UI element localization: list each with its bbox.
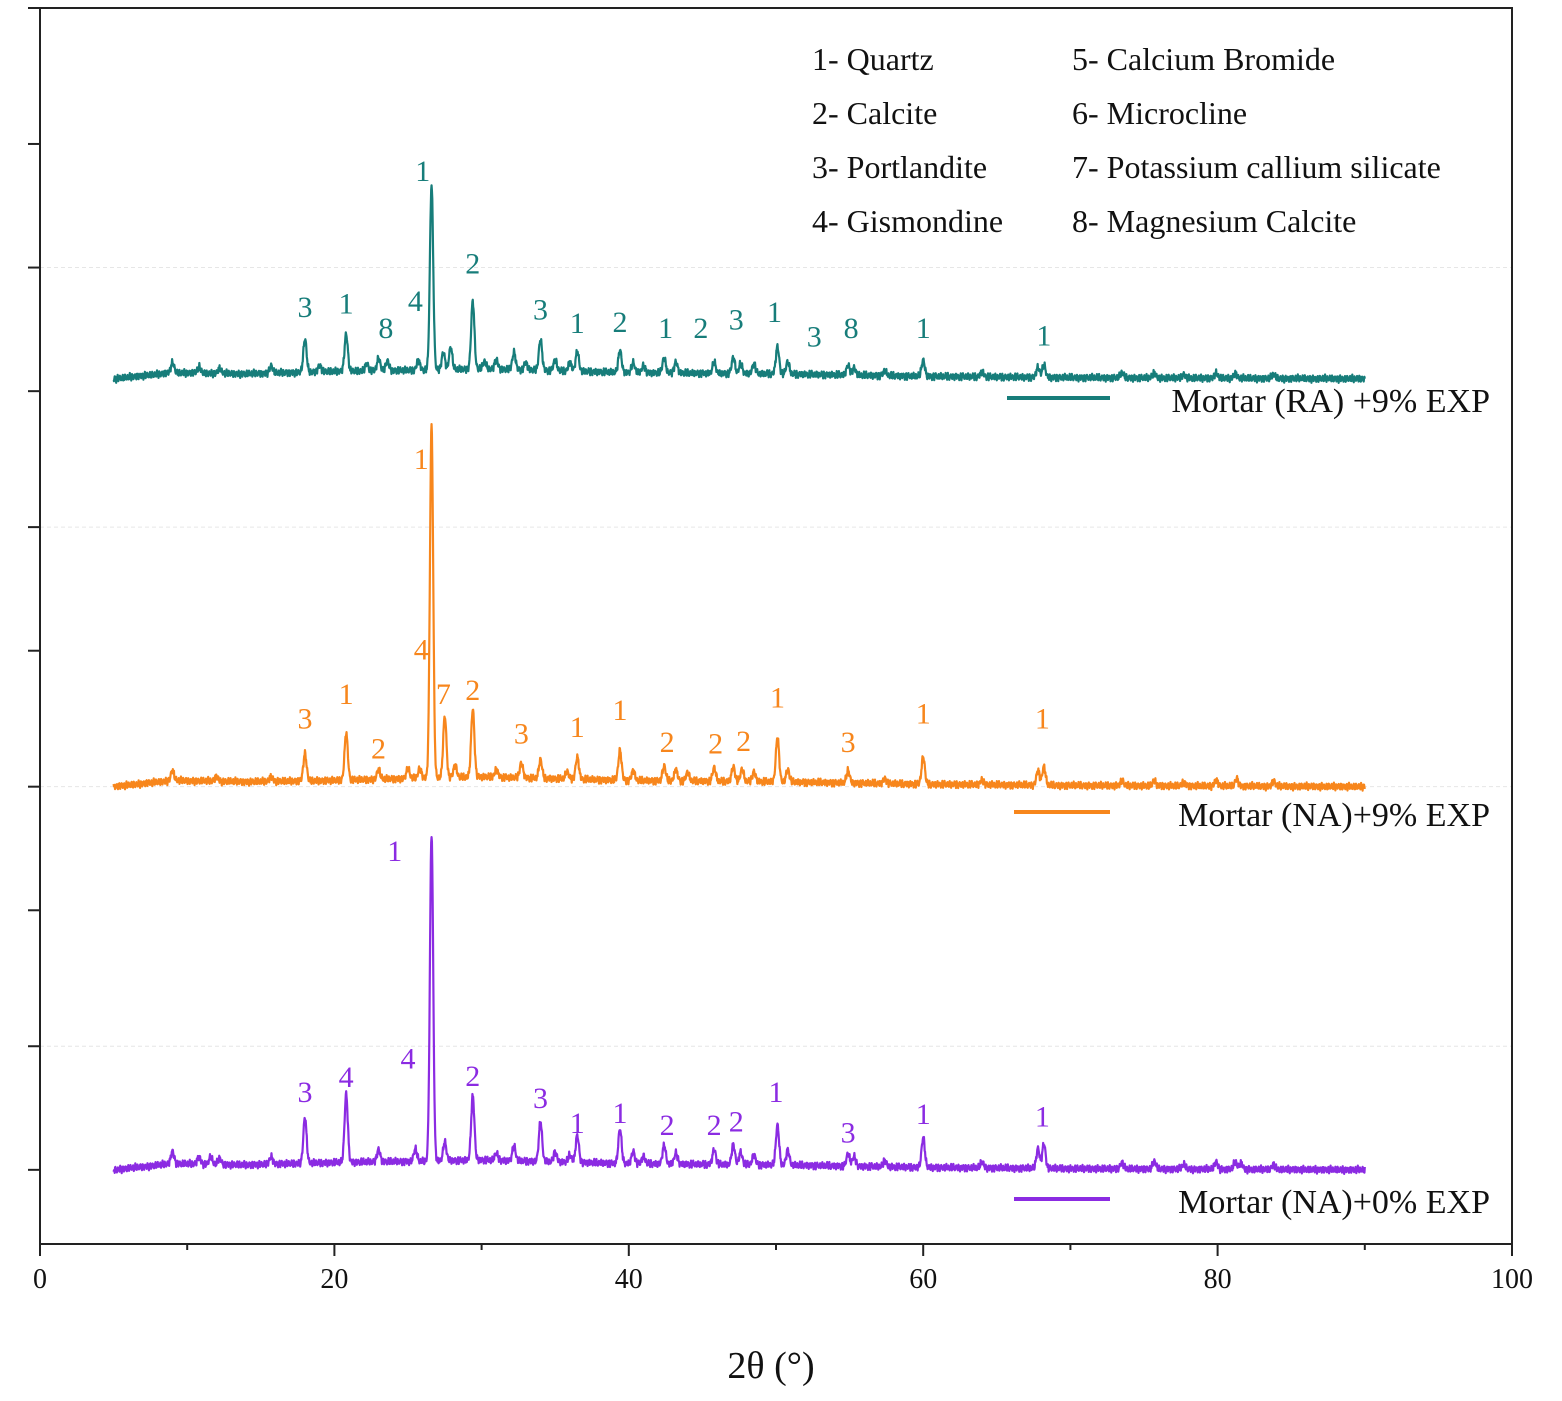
peak-label: 2	[371, 732, 386, 765]
peak-label: 4	[408, 285, 423, 318]
peak-label: 1	[339, 287, 354, 320]
x-tick-label: 80	[1204, 1264, 1232, 1295]
peak-label: 1	[1036, 319, 1051, 352]
peak-label: 1	[767, 296, 782, 329]
peak-label: 2	[693, 312, 708, 345]
x-tick-label: 0	[33, 1264, 47, 1295]
series-legend: Mortar (RA) +9% EXP Mortar (NA)+9% EXP Mor…	[1007, 383, 1490, 1221]
peak-label: 1	[612, 1097, 627, 1130]
peak-label: 1	[570, 711, 585, 744]
peak-label: 1	[916, 698, 931, 731]
peak-label: 8	[844, 312, 859, 345]
peak-label: 1	[339, 678, 354, 711]
peak-label: 3	[533, 1082, 548, 1115]
peak-label: 2	[660, 726, 675, 759]
peak-label: 3	[297, 1076, 312, 1109]
phase-legend-entry: 7- Potassium callium silicate	[1072, 149, 1441, 185]
series-legend-label: Mortar (NA)+9% EXP	[1178, 797, 1490, 834]
peak-label: 2	[707, 1109, 722, 1142]
phase-legend-entry: 4- Gismondine	[812, 203, 1003, 239]
peak-label: 3	[807, 321, 822, 354]
peak-label: 2	[736, 725, 751, 758]
x-tick-label: 20	[320, 1264, 348, 1295]
peak-label: 1	[570, 307, 585, 340]
peak-label: 2	[465, 1060, 480, 1093]
peak-label: 3	[297, 291, 312, 324]
series-line-1	[112, 184, 1366, 384]
phase-legend-entry: 8- Magnesium Calcite	[1072, 203, 1356, 239]
peak-label: 3	[729, 303, 744, 336]
phase-legend: 1- Quartz 2- Calcite 3- Portlandite 4- Gism…	[812, 41, 1441, 239]
phase-legend-entry: 2- Calcite	[812, 95, 937, 131]
peak-label: 1	[916, 1098, 931, 1131]
peak-label: 7	[436, 678, 451, 711]
phase-legend-entry: 1- Quartz	[812, 41, 934, 77]
peak-label: 8	[378, 312, 393, 345]
peak-label: 2	[708, 727, 723, 760]
peak-label: 1	[570, 1107, 585, 1140]
series-line-2	[112, 422, 1366, 792]
series-group	[112, 184, 1366, 1176]
series-legend-label: Mortar (RA) +9% EXP	[1171, 383, 1490, 420]
peak-label: 2	[465, 248, 480, 281]
peak-label: 3	[514, 717, 529, 750]
peak-label: 2	[660, 1109, 675, 1142]
x-tick-label: 100	[1491, 1264, 1533, 1295]
peak-label: 1	[658, 312, 673, 345]
peak-label: 4	[339, 1061, 354, 1094]
peak-label: 1	[916, 312, 931, 345]
peak-label: 3	[297, 703, 312, 736]
peak-label: 1	[770, 682, 785, 715]
x-axis-ticks: 0 20 40 60 80 100	[33, 1244, 1533, 1295]
x-axis-label: 2θ (°)	[727, 1345, 814, 1387]
peak-label: 1	[415, 155, 430, 188]
peak-label: 1	[1035, 1101, 1050, 1134]
phase-legend-entry: 5- Calcium Bromide	[1072, 41, 1335, 77]
peak-label: 1	[387, 835, 402, 868]
peak-label: 1	[769, 1076, 784, 1109]
peak-label: 4	[414, 633, 429, 666]
peak-label: 1	[612, 694, 627, 727]
series-legend-label: Mortar (NA)+0% EXP	[1178, 1184, 1490, 1221]
peak-label: 3	[841, 1117, 856, 1150]
phase-legend-entry: 3- Portlandite	[812, 149, 987, 185]
x-tick-label: 40	[615, 1264, 643, 1295]
y-axis-ticks	[28, 7, 40, 1171]
peak-label: 3	[533, 293, 548, 326]
peak-label: 4	[401, 1042, 416, 1075]
grid-lines	[40, 267, 1512, 1047]
peak-label: 2	[729, 1106, 744, 1139]
peak-label: 3	[841, 726, 856, 759]
peak-label: 1	[414, 443, 429, 476]
peak-label: 2	[465, 674, 480, 707]
series-line-3	[112, 836, 1366, 1176]
x-tick-label: 60	[909, 1264, 937, 1295]
phase-legend-entry: 6- Microcline	[1072, 95, 1247, 131]
peak-label: 1	[1035, 703, 1050, 736]
peak-label: 2	[612, 306, 627, 339]
